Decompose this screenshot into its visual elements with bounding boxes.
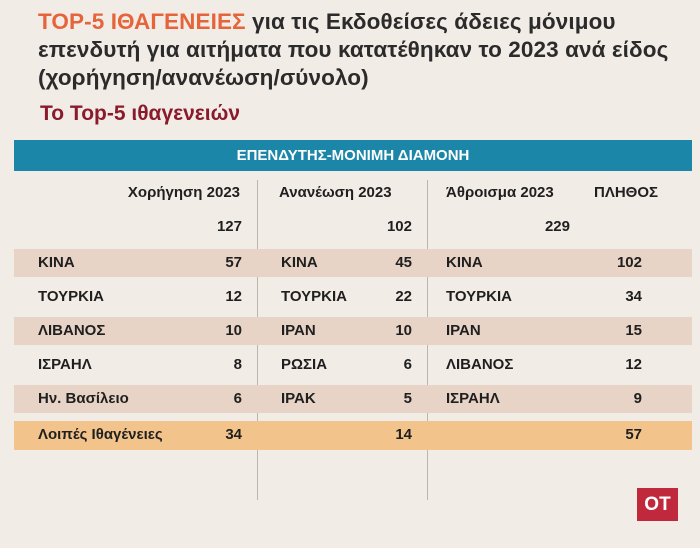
total-grant: 127 <box>216 218 242 235</box>
grant-country: ΛΙΒΑΝΟΣ <box>38 322 106 339</box>
renewal-country: ΚΙΝΑ <box>281 254 318 271</box>
title-rest: για τις Εκδοθείσες άδειες μόνιμου επενδυ… <box>38 9 669 90</box>
total-renewal: 102 <box>386 218 412 235</box>
renewal-country: ΡΩΣΙΑ <box>281 356 328 373</box>
page-title: TOP-5 ΙΘΑΓΕΝΕΙΕΣ για τις Εκδοθείσες άδει… <box>38 8 688 92</box>
channel-logo: OT <box>637 488 678 521</box>
sum-value: 9 <box>633 390 642 407</box>
grant-country: ΚΙΝΑ <box>38 254 75 271</box>
sum-country: ΤΟΥΡΚΙΑ <box>446 288 512 305</box>
sum-value: 34 <box>625 288 642 305</box>
renewal-country: ΙΡΑΚ <box>281 390 316 407</box>
sum-country: ΙΡΑΝ <box>446 322 481 339</box>
others-renewal: 14 <box>395 426 412 443</box>
table-banner: ΕΠΕΝΔΥΤΗΣ-ΜΟΝΙΜΗ ΔΙΑΜΟΝΗ <box>14 140 692 171</box>
grant-value: 8 <box>233 356 242 373</box>
renewal-value: 6 <box>403 356 412 373</box>
header-renewal: Ανανέωση 2023 <box>279 184 392 201</box>
others-label: Λοιπές Ιθαγένειες <box>38 426 163 443</box>
grant-value: 12 <box>225 288 242 305</box>
grant-country: ΙΣΡΑΗΛ <box>38 356 92 373</box>
sum-value: 12 <box>625 356 642 373</box>
grant-value: 57 <box>225 254 242 271</box>
header-grant: Χορήγηση 2023 <box>127 184 240 201</box>
header-count: ΠΛΗΘΟΣ <box>594 184 659 201</box>
sum-value: 15 <box>625 322 642 339</box>
others-count: 57 <box>625 426 642 443</box>
others-band <box>14 421 692 450</box>
renewal-value: 5 <box>403 390 412 407</box>
renewal-value: 45 <box>395 254 412 271</box>
renewal-value: 22 <box>395 288 412 305</box>
title-accent: TOP-5 ΙΘΑΓΕΝΕΙΕΣ <box>38 9 246 34</box>
renewal-value: 10 <box>395 322 412 339</box>
grant-country: Ην. Βασίλειο <box>38 390 129 407</box>
subtitle: Το Top-5 ιθαγενειών <box>40 102 241 125</box>
row-band <box>14 385 692 413</box>
renewal-country: ΙΡΑΝ <box>281 322 316 339</box>
row-band <box>14 317 692 345</box>
others-grant: 34 <box>225 426 242 443</box>
grant-value: 10 <box>225 322 242 339</box>
total-sum: 229 <box>544 218 570 235</box>
grant-value: 6 <box>233 390 242 407</box>
header-sum: Άθροισμα 2023 <box>446 184 554 201</box>
renewal-country: ΤΟΥΡΚΙΑ <box>281 288 347 305</box>
row-band <box>14 249 692 277</box>
sum-value: 102 <box>616 254 642 271</box>
sum-country: ΙΣΡΑΗΛ <box>446 390 500 407</box>
sum-country: ΚΙΝΑ <box>446 254 483 271</box>
sum-country: ΛΙΒΑΝΟΣ <box>446 356 514 373</box>
grant-country: ΤΟΥΡΚΙΑ <box>38 288 104 305</box>
